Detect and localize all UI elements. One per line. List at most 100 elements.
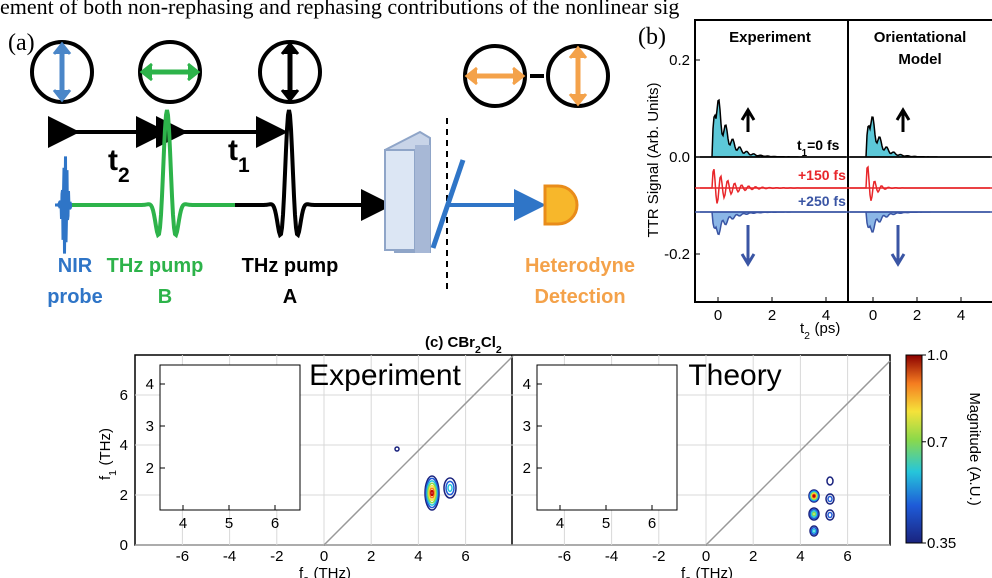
x-tick-label: 6: [648, 515, 656, 532]
contour: [825, 493, 835, 505]
delay-label-part: 2: [118, 164, 130, 187]
contour: [812, 494, 816, 498]
pulse-label: A: [283, 286, 297, 308]
x-tick-label: -6: [176, 548, 189, 565]
pulse-label: Detection: [534, 286, 625, 308]
contour: [809, 508, 819, 520]
contour: [808, 507, 820, 521]
delay-label-part: 1: [238, 154, 250, 177]
contour: [825, 509, 835, 521]
y-tick-label: 4: [523, 376, 531, 393]
contour: [809, 525, 819, 537]
y-tick-label: 4: [120, 437, 128, 454]
contour: [424, 475, 440, 511]
x-axis-label: f2 (THz): [299, 565, 351, 578]
contour: [810, 526, 818, 536]
trace-label-part: 1: [802, 148, 808, 159]
trace-label-part: t: [797, 137, 802, 153]
delay-label: t2: [108, 144, 130, 187]
x-axis-label-part: t: [800, 320, 805, 337]
y-axis-label-part: 1: [107, 470, 119, 476]
y-tick-label: 2: [120, 487, 128, 504]
title-part: Cl: [481, 334, 496, 351]
panel-label: (a): [8, 30, 35, 56]
x-tick-label: 4: [556, 515, 564, 532]
contour: [427, 482, 437, 504]
panel-label: (b): [638, 24, 666, 50]
x-tick-label: 0: [702, 548, 710, 565]
delay-label: t1: [228, 134, 250, 177]
trace-label: t1=0 fs: [797, 137, 840, 159]
x-axis-label-part: (ps): [815, 320, 841, 337]
x-tick-label: 5: [602, 515, 610, 532]
x-tick-label: 2: [913, 307, 921, 324]
x-tick-label: 0: [714, 307, 722, 324]
x-axis-label-part: (THz): [314, 565, 352, 578]
y-tick-label: 0.2: [669, 52, 690, 69]
x-tick-label: 4: [414, 548, 422, 565]
colorbar-tick-label: 1.0: [927, 347, 948, 364]
trace-label: +250 fs: [798, 193, 846, 209]
x-tick-label: 0: [869, 307, 877, 324]
x-tick-label: 4: [179, 515, 187, 532]
title: (c) CBr2Cl2: [425, 334, 502, 356]
pulse-label: NIR: [58, 255, 93, 277]
contour: [426, 480, 438, 506]
pulse-label: THz pump: [107, 255, 204, 277]
contour: [447, 483, 453, 493]
contour: [810, 510, 818, 518]
pulse-label: THz pump: [242, 255, 339, 277]
pulse-label: B: [158, 286, 172, 308]
y-tick-label: 2: [146, 460, 154, 477]
y-axis-label: f1 (THz): [97, 428, 119, 480]
x-axis-label-part: 2: [804, 330, 810, 342]
x-tick-label: 6: [843, 548, 851, 565]
diagonal: [705, 360, 891, 546]
subpanel-title: Model: [898, 51, 941, 68]
title-part: 2: [496, 344, 502, 356]
contour: [827, 511, 833, 519]
schematic: [30, 19, 992, 546]
y-tick-label: 3: [523, 418, 531, 435]
colorbar-tick-label: 0.35: [927, 535, 956, 552]
contour: [428, 484, 436, 502]
y-tick-label: 3: [146, 418, 154, 435]
contour: [425, 477, 439, 509]
x-tick-label: 4: [796, 548, 804, 565]
colorbar-label: Magnitude (A.U.): [966, 392, 983, 505]
x-tick-label: -2: [652, 548, 665, 565]
contour: [811, 528, 817, 534]
x-axis-label: f2 (THz): [681, 565, 733, 578]
contour: [430, 489, 434, 497]
pulse-label: probe: [47, 286, 103, 308]
contour: [394, 446, 400, 452]
y-axis-label: TTR Signal (Arb. Units): [645, 82, 662, 237]
title-part: (c) CBr: [425, 334, 475, 351]
contour: [429, 487, 435, 499]
delay-label-part: t: [228, 134, 238, 167]
x-tick-label: 2: [367, 548, 375, 565]
x-axis-label-part: 2: [303, 575, 309, 578]
trace-label-part: =0 fs: [807, 137, 840, 153]
subpanel-title: Orientational: [874, 29, 967, 46]
caption-fragment: ement of both non-rephasing and rephasin…: [0, 0, 679, 19]
y-axis-label-part: (THz): [97, 428, 114, 466]
inset: [159, 364, 301, 511]
x-tick-label: 2: [749, 548, 757, 565]
y-axis-label-part: f: [97, 475, 114, 480]
x-tick-label: 4: [957, 307, 965, 324]
contour: [827, 495, 833, 503]
x-axis-label-part: 2: [685, 575, 691, 578]
diagonal: [323, 355, 514, 546]
x-tick-label: -2: [270, 548, 283, 565]
colorbar-tick-label: 0.7: [927, 434, 948, 451]
title-part: 2: [475, 344, 481, 356]
x-axis-label-part: (THz): [696, 565, 734, 578]
x-tick-label: -6: [558, 548, 571, 565]
y-tick-label: 4: [146, 376, 154, 393]
x-tick-label: -4: [223, 548, 236, 565]
contour: [443, 477, 457, 499]
x-tick-label: -4: [605, 548, 618, 565]
contour: [826, 476, 834, 486]
